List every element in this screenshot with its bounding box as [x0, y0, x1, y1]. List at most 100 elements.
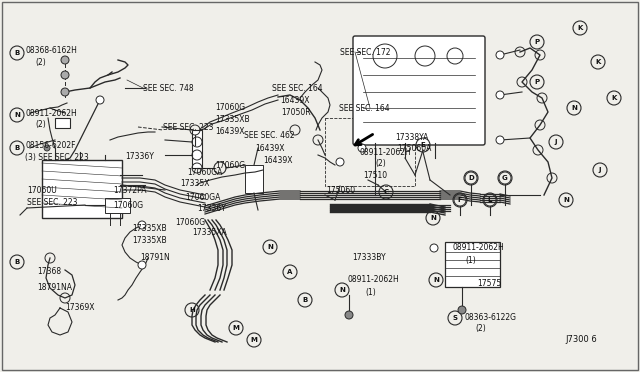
Text: 16439X: 16439X — [280, 96, 310, 105]
Text: A: A — [287, 269, 292, 275]
Text: N: N — [14, 112, 20, 118]
Text: 17060U: 17060U — [27, 186, 57, 195]
Text: 08911-2062H: 08911-2062H — [453, 243, 505, 251]
Text: K: K — [611, 95, 617, 101]
Text: N: N — [433, 277, 439, 283]
Text: 08911-2062H: 08911-2062H — [360, 148, 412, 157]
FancyBboxPatch shape — [105, 198, 130, 213]
FancyBboxPatch shape — [192, 130, 202, 168]
Text: 17050R: 17050R — [281, 108, 310, 116]
Text: 17060GA: 17060GA — [187, 167, 222, 176]
Text: SEE SEC. 748: SEE SEC. 748 — [143, 83, 194, 93]
Text: L: L — [488, 197, 492, 203]
Circle shape — [496, 136, 504, 144]
Text: S: S — [452, 315, 458, 321]
Text: 17336Y: 17336Y — [125, 151, 154, 160]
Text: SEE SEC. 223: SEE SEC. 223 — [27, 198, 77, 206]
Text: 17335XA: 17335XA — [192, 228, 227, 237]
Text: J: J — [599, 167, 601, 173]
Circle shape — [61, 71, 69, 79]
Text: B: B — [14, 145, 20, 151]
Text: SEE SEC. 172: SEE SEC. 172 — [340, 48, 390, 57]
Text: 17060G: 17060G — [215, 103, 245, 112]
Text: F: F — [458, 197, 462, 203]
Text: 08368-6162H: 08368-6162H — [25, 45, 77, 55]
Text: (2): (2) — [35, 58, 45, 67]
Text: 17060G: 17060G — [113, 201, 143, 209]
FancyBboxPatch shape — [353, 36, 485, 145]
Text: N: N — [339, 287, 345, 293]
Text: (1): (1) — [465, 256, 476, 264]
Text: (1): (1) — [365, 288, 376, 296]
Text: G: G — [502, 175, 508, 181]
Text: 17372PA: 17372PA — [113, 186, 147, 195]
Text: C: C — [383, 189, 388, 195]
Text: 08363-6122G: 08363-6122G — [465, 312, 517, 321]
Circle shape — [61, 56, 69, 64]
Text: 17510: 17510 — [363, 170, 387, 180]
FancyBboxPatch shape — [245, 165, 263, 193]
Text: K: K — [595, 59, 601, 65]
Circle shape — [138, 221, 146, 229]
FancyBboxPatch shape — [445, 242, 500, 287]
Text: N: N — [571, 105, 577, 111]
Text: 175060A: 175060A — [397, 144, 431, 153]
Text: 17335XB: 17335XB — [215, 115, 250, 124]
Text: SEE SEC. 164: SEE SEC. 164 — [272, 83, 323, 93]
Text: 08911-2062H: 08911-2062H — [25, 109, 77, 118]
Text: 17335X: 17335X — [180, 179, 209, 187]
Text: E: E — [420, 142, 426, 148]
Text: M: M — [232, 325, 239, 331]
Text: K: K — [577, 25, 582, 31]
Text: 18791NA: 18791NA — [37, 283, 72, 292]
Circle shape — [61, 88, 69, 96]
Text: 17338YA: 17338YA — [395, 132, 428, 141]
Text: 17335XB: 17335XB — [132, 224, 166, 232]
Text: (2): (2) — [375, 158, 386, 167]
Circle shape — [138, 261, 146, 269]
Text: SEE SEC. 164: SEE SEC. 164 — [339, 103, 390, 112]
Text: P: P — [534, 79, 540, 85]
Circle shape — [358, 144, 366, 152]
Text: 17369X: 17369X — [65, 304, 95, 312]
FancyBboxPatch shape — [42, 160, 122, 218]
Text: P: P — [534, 39, 540, 45]
Text: SEE SEC. 462: SEE SEC. 462 — [244, 131, 294, 140]
Text: N: N — [430, 215, 436, 221]
Text: 17336Y: 17336Y — [197, 203, 226, 212]
Text: 17368: 17368 — [37, 266, 61, 276]
Text: 08156-6202F: 08156-6202F — [25, 141, 76, 150]
Text: 08911-2062H: 08911-2062H — [348, 276, 400, 285]
Text: 17060GA: 17060GA — [185, 192, 220, 202]
Text: (3) SEE SEC. 223: (3) SEE SEC. 223 — [25, 153, 89, 161]
Circle shape — [430, 244, 438, 252]
Text: J: J — [555, 139, 557, 145]
Text: 175060: 175060 — [326, 186, 355, 195]
Text: SEE SEC. 223: SEE SEC. 223 — [163, 122, 214, 131]
FancyBboxPatch shape — [55, 118, 70, 128]
Text: 16439X: 16439X — [255, 144, 285, 153]
Text: 17060G: 17060G — [215, 160, 245, 170]
Text: N: N — [267, 244, 273, 250]
Circle shape — [96, 96, 104, 104]
Circle shape — [496, 91, 504, 99]
Circle shape — [496, 51, 504, 59]
Text: 17333BY: 17333BY — [352, 253, 386, 263]
Text: N: N — [563, 197, 569, 203]
Text: 17335XB: 17335XB — [132, 235, 166, 244]
Text: M: M — [251, 337, 257, 343]
Text: 17575: 17575 — [477, 279, 501, 288]
Text: 17060G: 17060G — [175, 218, 205, 227]
Text: 16439X: 16439X — [263, 155, 292, 164]
Circle shape — [458, 306, 466, 314]
Text: 16439X: 16439X — [215, 126, 244, 135]
Text: H: H — [189, 307, 195, 313]
Text: B: B — [14, 50, 20, 56]
Circle shape — [336, 158, 344, 166]
Text: (2): (2) — [475, 324, 486, 333]
Text: J7300 6: J7300 6 — [565, 336, 596, 344]
Text: D: D — [468, 175, 474, 181]
Circle shape — [345, 311, 353, 319]
Text: 18791N: 18791N — [140, 253, 170, 263]
Circle shape — [44, 145, 50, 151]
